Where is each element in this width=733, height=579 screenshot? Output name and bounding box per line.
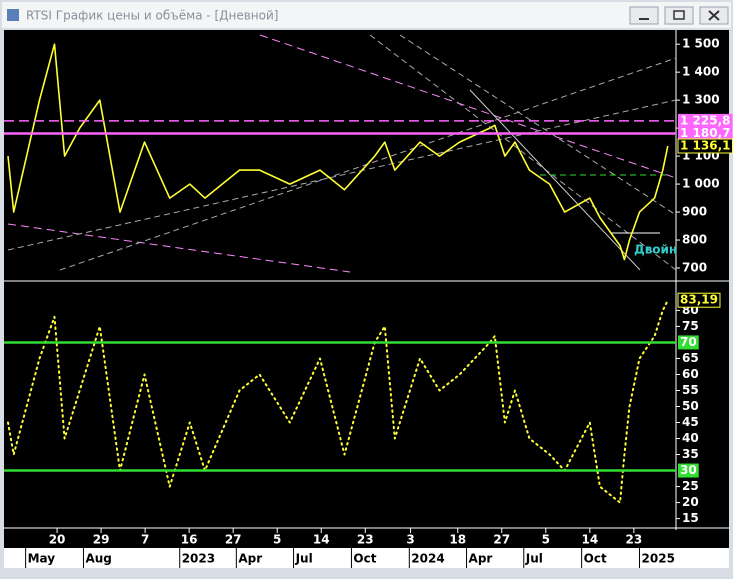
x-month-label: Jul: [525, 552, 543, 566]
last-value-box: [677, 292, 721, 308]
level-label: 1 180,7: [680, 126, 730, 140]
y-tick-label: 35: [682, 447, 699, 461]
level-label-box: [678, 463, 699, 478]
x-month-label: Apr: [469, 552, 493, 566]
x-month-label: 2024: [411, 552, 444, 566]
last-value-label: 83,19: [680, 293, 718, 307]
window-title: RTSI График цены и объёма - [Дневной]: [26, 9, 278, 23]
x-day-label: 5: [542, 533, 550, 547]
y-tick-label: 40: [682, 431, 699, 445]
last-value-box: [677, 138, 733, 154]
x-day-label: 14: [313, 533, 330, 547]
pattern-annotation: Двойн: [634, 243, 677, 257]
y-tick-label: 15: [682, 511, 699, 525]
x-day-label: 5: [273, 533, 281, 547]
level-label: 1 225,8: [680, 113, 730, 127]
x-day-label: 3: [406, 533, 414, 547]
month-row: [4, 548, 729, 568]
restore-button[interactable]: [664, 6, 694, 25]
x-day-label: 29: [93, 533, 110, 547]
level-label-box: [678, 335, 699, 350]
x-month-label: May: [28, 552, 56, 566]
x-month-label: Apr: [238, 552, 262, 566]
x-month-label: 2025: [642, 552, 675, 566]
x-month-label: Oct: [353, 552, 376, 566]
y-tick-label: 1 000: [682, 177, 720, 191]
chart-background: [4, 30, 729, 548]
x-day-label: 23: [357, 533, 374, 547]
x-day-label: 27: [225, 533, 242, 547]
minimize-button[interactable]: [629, 6, 659, 25]
x-day-label: 18: [449, 533, 466, 547]
data-line: [7, 43, 669, 261]
x-month-label: Oct: [584, 552, 607, 566]
y-tick-label: 1 300: [682, 93, 720, 107]
last-value-label: 1 136,1: [680, 138, 730, 152]
title-bar: [2, 2, 731, 28]
y-tick-label: 60: [682, 367, 699, 381]
y-tick-label: 55: [682, 383, 699, 397]
y-tick-label: 700: [682, 261, 707, 275]
y-tick-label: 800: [682, 233, 707, 247]
y-tick-label: 1 500: [682, 37, 720, 51]
level-label: 70: [680, 335, 697, 349]
y-tick-label: 1 400: [682, 65, 720, 79]
app-icon: [7, 9, 19, 21]
y-tick-label: 45: [682, 415, 699, 429]
data-line: [7, 299, 669, 504]
level-label: 30: [680, 463, 697, 477]
level-label-box: [678, 113, 733, 128]
y-tick-label: 25: [682, 479, 699, 493]
y-tick-label: 75: [682, 319, 699, 333]
x-day-label: 14: [581, 533, 598, 547]
x-day-label: 16: [181, 533, 198, 547]
y-tick-label: 900: [682, 205, 707, 219]
level-label-box: [678, 126, 733, 141]
x-month-label: Aug: [85, 552, 111, 566]
y-tick-label: 50: [682, 399, 699, 413]
x-month-label: 2023: [182, 552, 215, 566]
close-button[interactable]: [699, 6, 729, 25]
y-tick-label: 20: [682, 495, 699, 509]
x-month-label: Jul: [295, 552, 313, 566]
x-day-label: 20: [49, 533, 66, 547]
y-tick-label: 65: [682, 351, 699, 365]
x-day-label: 23: [626, 533, 643, 547]
x-day-label: 27: [493, 533, 510, 547]
x-day-label: 7: [141, 533, 149, 547]
